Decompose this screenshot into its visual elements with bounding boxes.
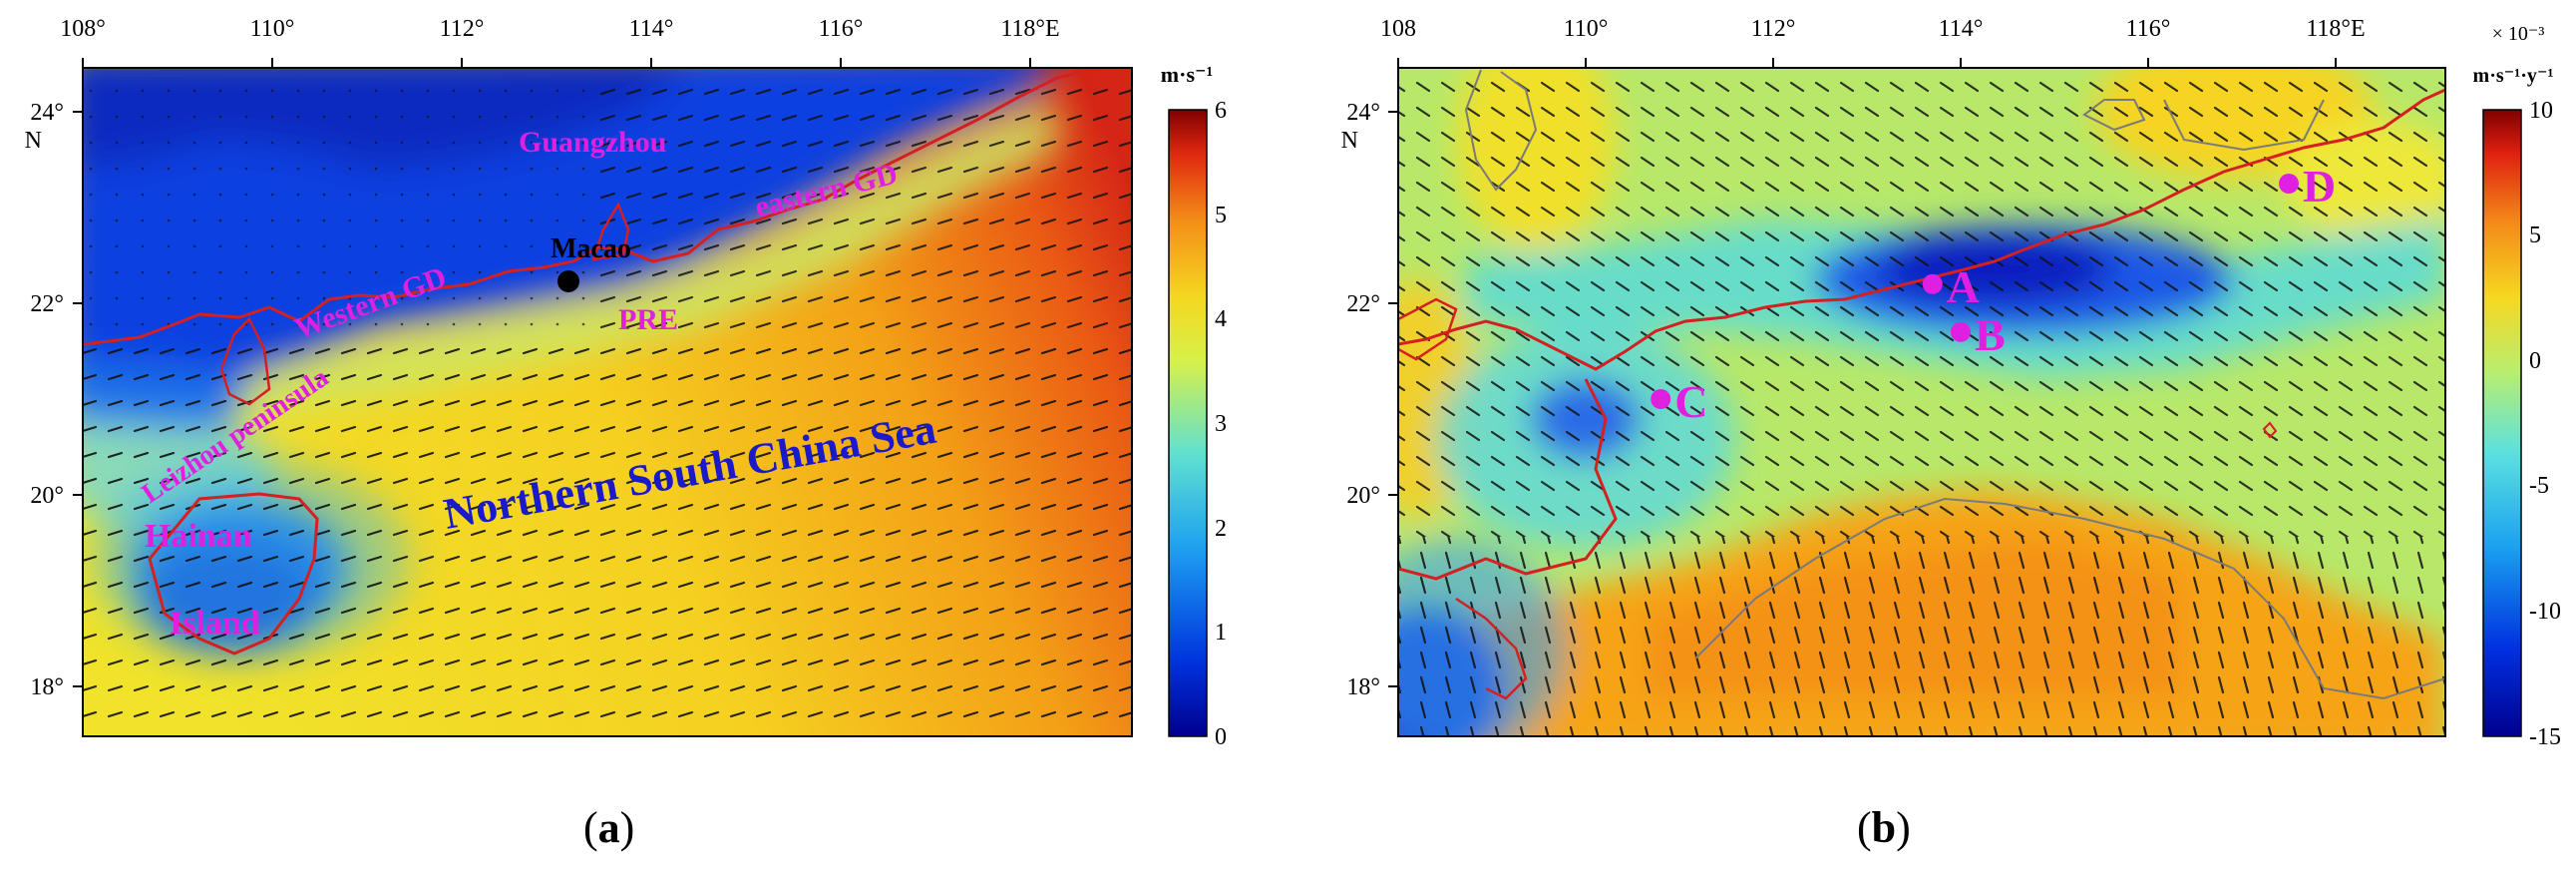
cbar-b-tick-10: 10: [2529, 98, 2553, 124]
coastline-a: [83, 68, 1098, 346]
lat-unit-n: N: [25, 128, 42, 154]
lon-tick-108: 108°: [60, 16, 106, 42]
cbar-a-tick-1: 1: [1215, 620, 1227, 646]
contours-b: [1464, 69, 2445, 700]
label-hainan: Hainan: [145, 518, 252, 555]
lat-tick-20: 20°: [1346, 483, 1380, 509]
cbar-b-tick-0: 0: [2529, 348, 2541, 374]
lon-tick-116: 116°: [2126, 16, 2171, 42]
lon-tick-118: 118°E: [1000, 16, 1059, 42]
lat-tick-24: 24°: [1346, 100, 1380, 126]
lat-tick-20: 20°: [30, 483, 64, 509]
lon-tick-116: 116°: [819, 16, 864, 42]
lon-tick-110: 110°: [1564, 16, 1609, 42]
lon-tick-114: 114°: [1939, 16, 1984, 42]
lat-axis-a: 24° N 22° 20° 18°: [25, 100, 83, 700]
cbar-b-tick-neg10: -10: [2529, 599, 2561, 625]
caption-b: (b): [1857, 803, 1911, 852]
lat-tick-24: 24°: [30, 100, 64, 126]
map-a: [83, 68, 1132, 736]
coastline-b: [1398, 88, 2445, 371]
lon-axis-a: 108° 110° 112° 114° 116° 118°E: [60, 16, 1060, 68]
point-d-marker: [2279, 174, 2299, 194]
point-a-marker: [1922, 273, 1943, 294]
map-b: [1398, 68, 2445, 736]
colorbar-a-unit: m·s⁻¹: [1161, 62, 1213, 87]
lon-tick-114: 114°: [629, 16, 674, 42]
label-macao: Macao: [551, 233, 631, 264]
sample-points: AB C D: [1651, 161, 2336, 427]
lon-tick-112: 112°: [1751, 16, 1796, 42]
label-pre: PRE: [618, 303, 678, 336]
caption-a: (a): [583, 803, 635, 852]
cbar-a-tick-0: 0: [1215, 724, 1227, 750]
lon-tick-110: 110°: [250, 16, 295, 42]
panel-b: 108 110° 112° 114° 116° 118°E 24° N 22° …: [1287, 0, 2576, 871]
lon-tick-108: 108: [1380, 16, 1416, 42]
cbar-a-tick-3: 3: [1215, 411, 1227, 437]
label-guangzhou: Guangzhou: [519, 126, 666, 159]
lat-tick-18: 18°: [1346, 674, 1380, 700]
lon-tick-112: 112°: [440, 16, 485, 42]
point-a-label: A: [1947, 261, 1980, 312]
cbar-a-tick-5: 5: [1215, 203, 1227, 228]
lat-axis-b: 24° N 22° 20° 18°: [1341, 100, 1398, 700]
colorbar-a: m·s⁻¹ 6 5 4 3 2 1 0: [1161, 62, 1227, 750]
point-b-label: B: [1975, 309, 2006, 360]
lat-tick-22: 22°: [30, 291, 64, 317]
cbar-a-tick-4: 4: [1215, 306, 1227, 332]
colorbar-b: × 10⁻³ m·s⁻¹·y⁻¹ 10 5 0 -5 -10 -15: [2473, 23, 2561, 750]
cbar-b-tick-neg15: -15: [2529, 724, 2561, 750]
colorbar-b-unit: m·s⁻¹·y⁻¹: [2473, 65, 2554, 87]
point-d-label: D: [2303, 161, 2336, 212]
colorbar-b-scale: × 10⁻³: [2492, 23, 2545, 45]
lat-tick-18: 18°: [30, 674, 64, 700]
label-island: Island: [170, 605, 260, 642]
lat-tick-22: 22°: [1346, 291, 1380, 317]
lat-unit-n: N: [1341, 128, 1358, 154]
lon-tick-118: 118°E: [2306, 16, 2365, 42]
cbar-a-tick-2: 2: [1215, 516, 1227, 542]
cbar-b-tick-5: 5: [2529, 222, 2541, 248]
panel-a: 108° 110° 112° 114° 116° 118°E 24° N 22°…: [0, 0, 1287, 871]
cbar-b-tick-neg5: -5: [2529, 473, 2549, 499]
point-b-marker: [1951, 321, 1971, 342]
point-c-marker: [1651, 389, 1671, 409]
cbar-a-tick-6: 6: [1215, 98, 1227, 124]
macao-marker: [557, 270, 579, 292]
point-c-label: C: [1674, 376, 1707, 427]
lon-axis-b: 108 110° 112° 114° 116° 118°E: [1380, 16, 2366, 68]
